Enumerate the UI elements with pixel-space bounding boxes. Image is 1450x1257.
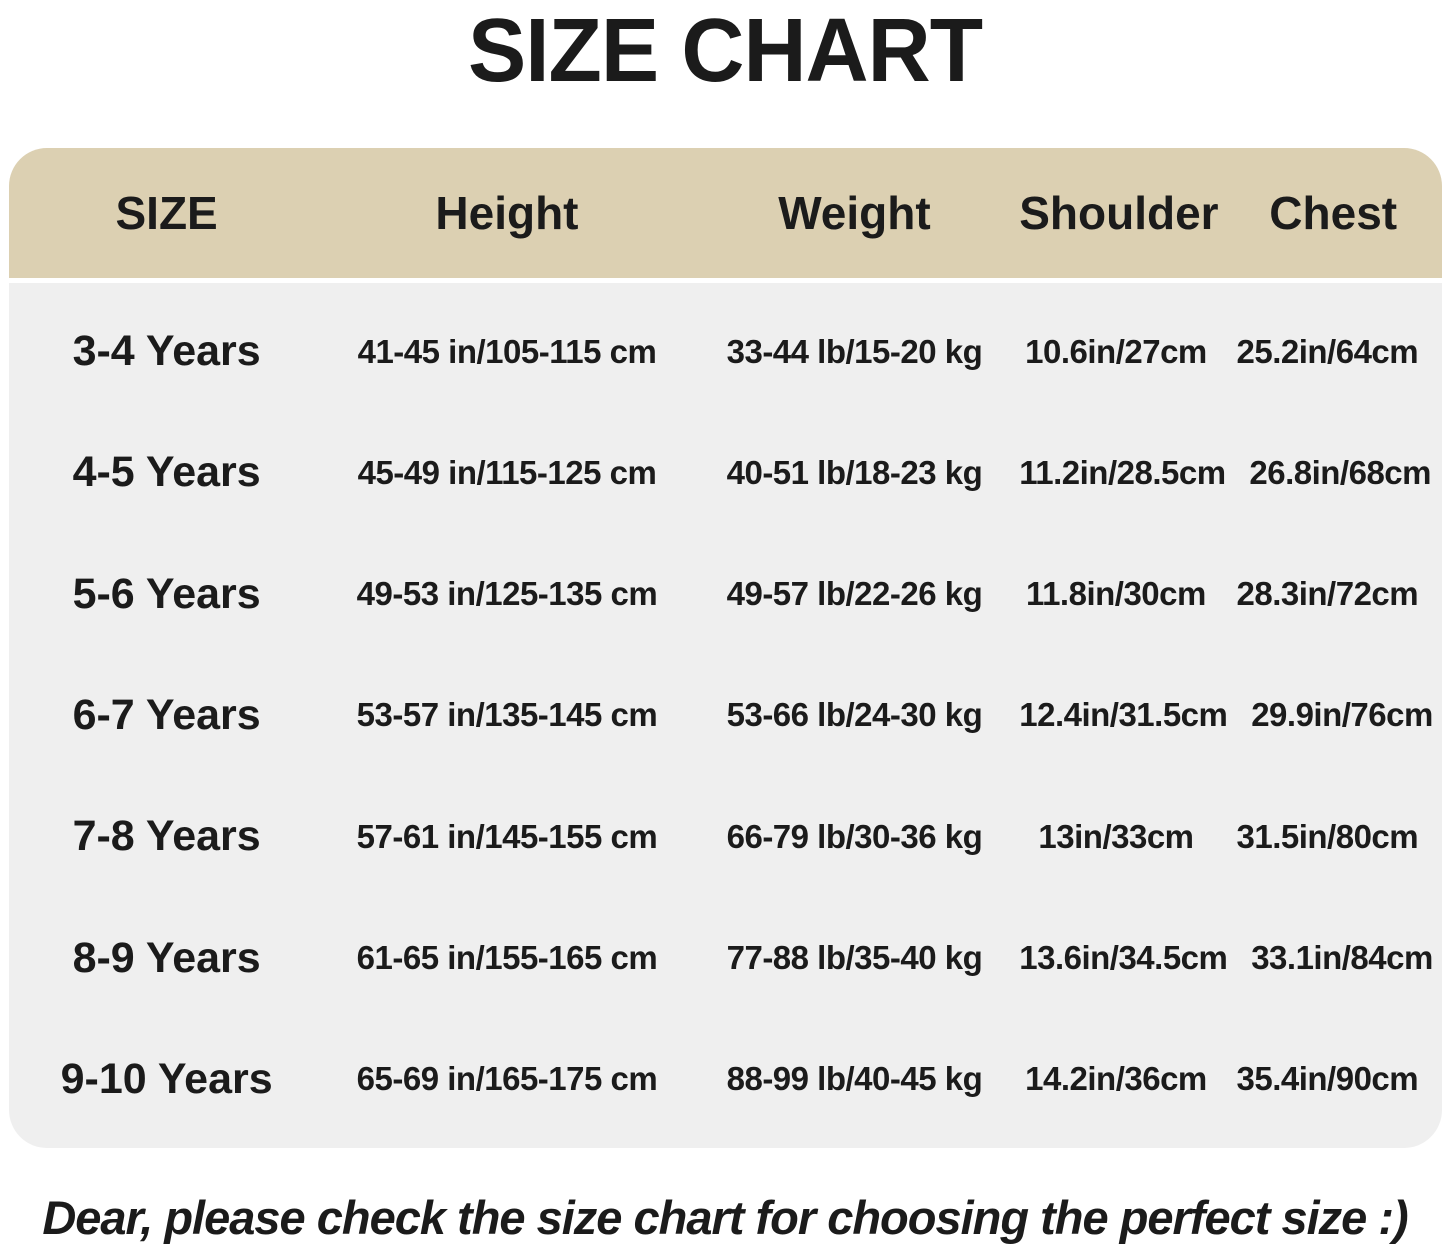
cell-size: 3-4 Years [72, 327, 261, 376]
cell-shoulder: 13in/33cm [1038, 817, 1194, 855]
cell-size: 4-5 Years [72, 448, 261, 497]
cell-weight: 88-99 lb/40-45 kg [726, 1060, 983, 1098]
cell-weight: 33-44 lb/15-20 kg [726, 332, 983, 370]
table-header-row: SIZE Height Weight Shoulder Chest [9, 148, 1442, 278]
cell-height: 61-65 in/155-165 cm [356, 939, 658, 977]
cell-shoulder: 14.2in/36cm [1025, 1060, 1207, 1098]
column-header-height: Height [435, 187, 579, 239]
cell-size: 7-8 Years [72, 812, 261, 861]
cell-chest: 26.8in/68cm [1249, 453, 1431, 491]
cell-height: 65-69 in/165-175 cm [356, 1060, 658, 1098]
cell-size: 5-6 Years [72, 569, 261, 618]
column-header-shoulder: Shoulder [1019, 187, 1219, 239]
table-body: 3-4 Years 41-45 in/105-115 cm 33-44 lb/15-… [9, 283, 1442, 1148]
table-row: 8-9 Years 61-65 in/155-165 cm 77-88 lb/35-… [9, 934, 1442, 983]
size-chart-table: SIZE Height Weight Shoulder Chest 3-4 Ye… [9, 148, 1442, 1148]
cell-size: 8-9 Years [72, 933, 261, 982]
cell-weight: 53-66 lb/24-30 kg [726, 696, 983, 734]
cell-height: 45-49 in/115-125 cm [357, 453, 657, 491]
cell-chest: 28.3in/72cm [1236, 575, 1419, 613]
table-row: 7-8 Years 57-61 in/145-155 cm 66-79 lb/30-… [9, 812, 1442, 861]
table-row: 6-7 Years 53-57 in/135-145 cm 53-66 lb/24-… [9, 691, 1442, 740]
cell-chest: 25.2in/64cm [1236, 332, 1419, 370]
cell-size: 6-7 Years [72, 690, 261, 739]
cell-chest: 29.9in/76cm [1251, 696, 1433, 734]
cell-height: 57-61 in/145-155 cm [356, 817, 658, 855]
cell-weight: 40-51 lb/18-23 kg [726, 453, 983, 491]
footer-note: Dear, please check the size chart for ch… [42, 1191, 1408, 1244]
column-header-chest: Chest [1269, 187, 1398, 239]
cell-chest: 33.1in/84cm [1251, 939, 1433, 977]
cell-shoulder: 12.4in/31.5cm [1019, 696, 1228, 734]
column-header-size: SIZE [115, 187, 218, 239]
page-title: SIZE CHART [467, 1, 983, 101]
table-row: 5-6 Years 49-53 in/125-135 cm 49-57 lb/22-… [9, 570, 1442, 619]
cell-weight: 66-79 lb/30-36 kg [726, 817, 983, 855]
cell-height: 41-45 in/105-115 cm [357, 332, 657, 370]
cell-shoulder: 11.8in/30cm [1026, 575, 1206, 613]
cell-chest: 35.4in/90cm [1236, 1060, 1419, 1098]
table-row: 3-4 Years 41-45 in/105-115 cm 33-44 lb/15-… [9, 327, 1442, 376]
cell-weight: 77-88 lb/35-40 kg [726, 939, 983, 977]
cell-size: 9-10 Years [60, 1054, 273, 1103]
cell-shoulder: 13.6in/34.5cm [1019, 939, 1228, 977]
cell-chest: 31.5in/80cm [1236, 817, 1419, 855]
cell-height: 49-53 in/125-135 cm [356, 575, 658, 613]
cell-shoulder: 11.2in/28.5cm [1019, 453, 1226, 491]
cell-height: 53-57 in/135-145 cm [356, 696, 658, 734]
cell-weight: 49-57 lb/22-26 kg [726, 575, 983, 613]
cell-shoulder: 10.6in/27cm [1025, 332, 1207, 370]
column-header-weight: Weight [778, 187, 931, 239]
table-row: 9-10 Years 65-69 in/165-175 cm 88-99 lb/40… [9, 1055, 1442, 1104]
table-row: 4-5 Years 45-49 in/115-125 cm 40-51 lb/18-… [9, 448, 1442, 497]
